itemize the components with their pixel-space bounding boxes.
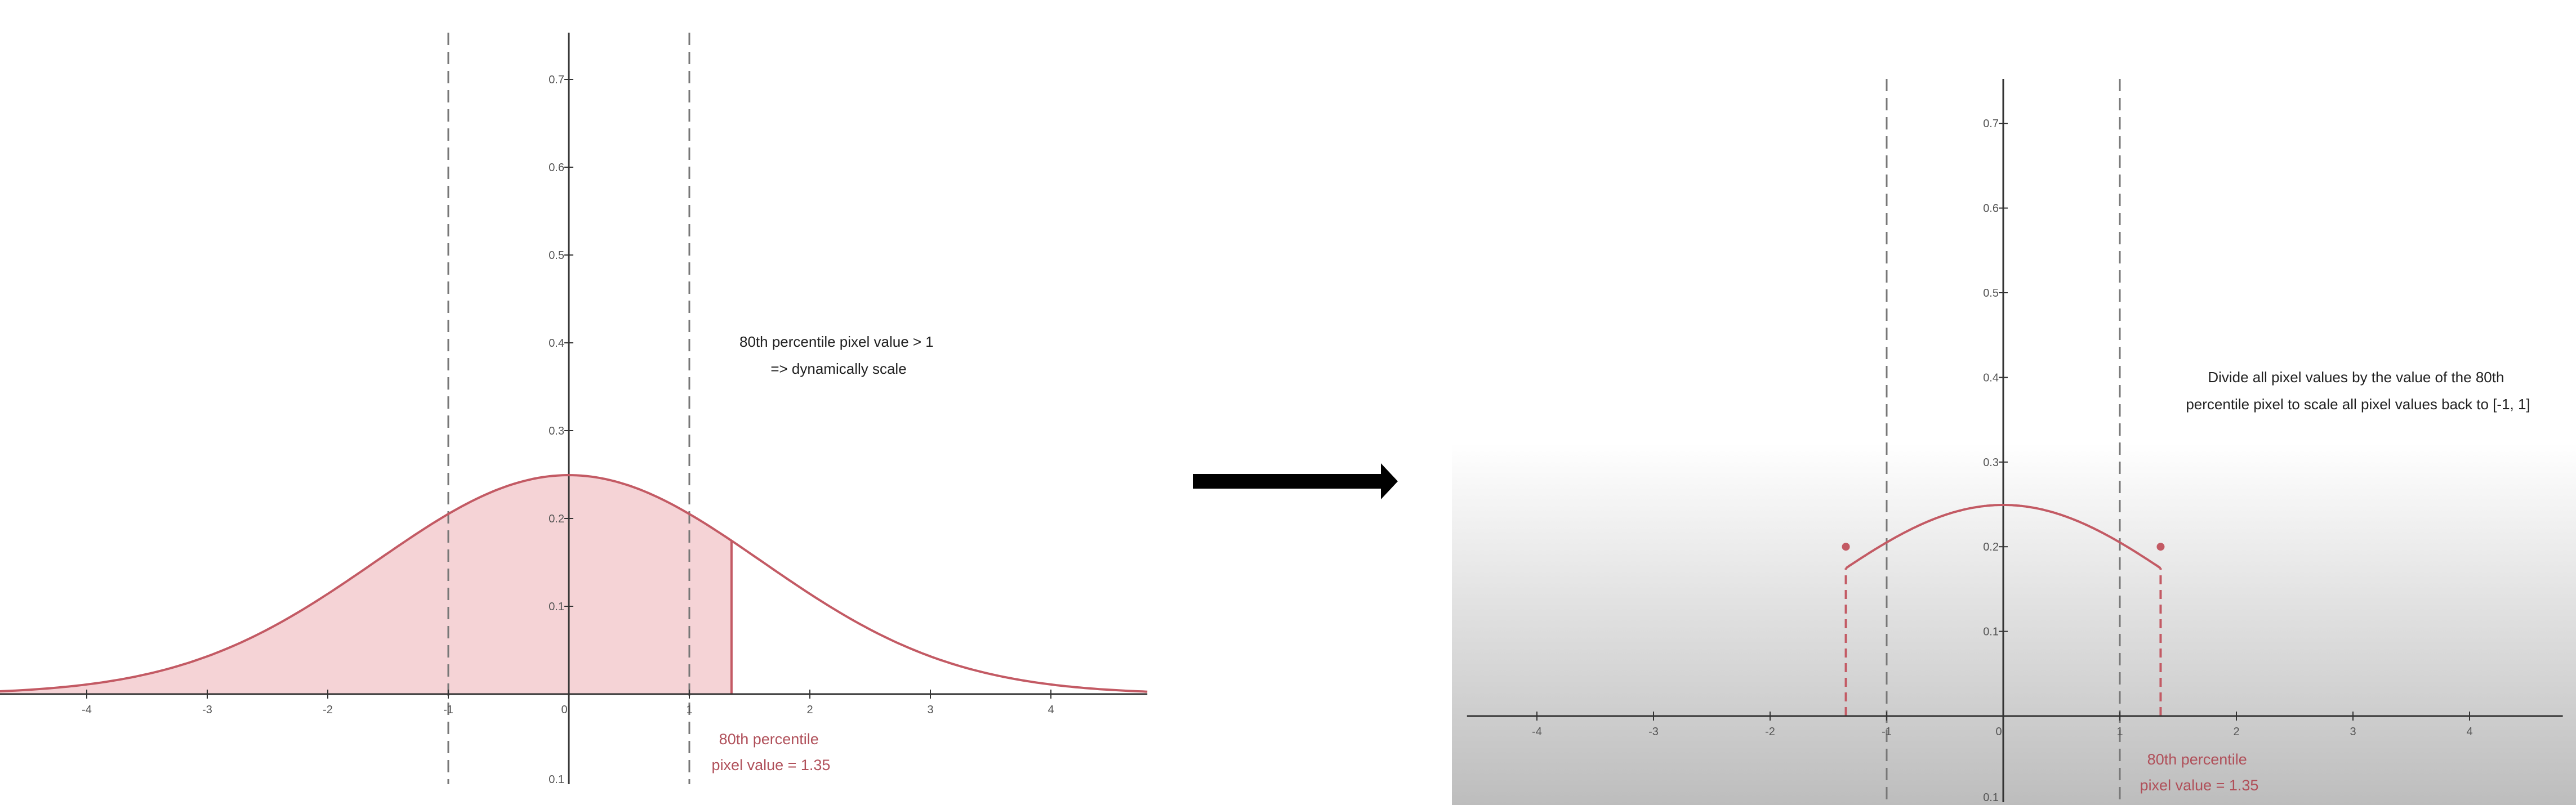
y-tick-label: 0.1: [1983, 626, 1999, 638]
y-tick-label: 0.7: [549, 74, 564, 86]
percentile-label-line-2: pixel value = 1.35: [712, 757, 831, 773]
percentile-label: 80th percentile pixel value = 1.35: [2140, 751, 2259, 794]
right-panel-background: [1452, 0, 2576, 805]
x-tick-label: 4: [1048, 704, 1054, 716]
x-tick-label: 1: [686, 704, 692, 716]
annotation-line-1: 80th percentile pixel value > 1: [739, 333, 934, 350]
x-tick-label: -4: [1532, 726, 1542, 738]
x-tick-label: 0: [561, 704, 567, 716]
y-tick-label: 0.6: [549, 162, 564, 174]
y-tick-label: 0.3: [1983, 457, 1999, 469]
left-chart: -4 -3 -2 -1 0 1 2 3 4 0.1 0.2 0.3 0.4 0.5 0.6 0.7 0.1 …: [0, 33, 1148, 786]
x-tick-label: -2: [323, 704, 333, 716]
y-tick-label: 0.6: [1983, 203, 1999, 215]
x-tick-label: 2: [2233, 726, 2239, 738]
y-tick-label: 0.2: [1983, 541, 1999, 553]
annotation-line-1: Divide all pixel values by the value of …: [2208, 369, 2504, 386]
y-tick-label: 0.1: [549, 601, 564, 613]
right-chart: -4 -3 -2 -1 0 1 2 3 4 0.1 0.2 0.3 0.4 0.5 0.6 0.7 0.1 …: [1467, 79, 2563, 804]
x-tick-label: 3: [2350, 726, 2356, 738]
shaded-area-below-80th-percentile: [0, 475, 732, 694]
annotation-line-2: percentile pixel to scale all pixel valu…: [2186, 396, 2530, 413]
right-arrow-icon: [1193, 463, 1398, 499]
x-tick-label: 0: [1995, 726, 2002, 738]
y-tick-label: 0.4: [549, 337, 564, 350]
percentile-label-line-2: pixel value = 1.35: [2140, 777, 2259, 794]
percentile-label: 80th percentile pixel value = 1.35: [712, 731, 831, 773]
y-axis-bottom-tick-label: 0.1: [549, 773, 564, 786]
x-tick-label: 2: [806, 704, 813, 716]
normal-distribution-curve: [0, 473, 1148, 693]
x-tick-label: -1: [443, 704, 453, 716]
x-tick-label: -3: [202, 704, 212, 716]
x-tick-label: 3: [927, 704, 933, 716]
x-axis-ticks: -4 -3 -2 -1 0 1 2 3 4: [82, 690, 1054, 716]
y-axis-bottom-tick-label: 0.1: [1983, 791, 1999, 804]
y-axis-ticks: 0.1 0.2 0.3 0.4 0.5 0.6 0.7: [549, 74, 573, 613]
endpoint-dots: [1842, 543, 2165, 551]
x-tick-label: -3: [1648, 726, 1659, 738]
y-tick-label: 0.2: [549, 513, 564, 525]
vertical-lines: [447, 33, 733, 784]
annotation-text: Divide all pixel values by the value of …: [2186, 369, 2530, 413]
percentile-label-line-1: 80th percentile: [719, 731, 819, 748]
y-tick-label: 0.7: [1983, 118, 1999, 130]
x-axis-ticks: -4 -3 -2 -1 0 1 2 3 4: [1532, 712, 2473, 738]
y-tick-label: 0.3: [549, 425, 564, 437]
annotation-text: 80th percentile pixel value > 1 => dynam…: [739, 333, 938, 377]
y-tick-label: 0.4: [1983, 372, 1999, 384]
endpoint-dot: [1842, 543, 1850, 551]
clipped-normal-distribution-curve: [1845, 504, 2161, 569]
y-tick-label: 0.5: [549, 249, 564, 262]
x-tick-label: -2: [1765, 726, 1775, 738]
x-tick-label: 1: [2116, 726, 2123, 738]
percentile-label-line-1: 80th percentile: [2147, 751, 2247, 768]
x-tick-label: -1: [1882, 726, 1892, 738]
x-tick-label: -4: [82, 704, 92, 716]
y-tick-label: 0.5: [1983, 287, 1999, 299]
y-axis-ticks: 0.1 0.2 0.3 0.4 0.5 0.6 0.7: [1983, 118, 2008, 638]
vertical-lines: [1844, 79, 2162, 802]
x-tick-label: 4: [2466, 726, 2472, 738]
annotation-line-2: => dynamically scale: [770, 360, 906, 377]
endpoint-dot: [2156, 543, 2165, 551]
